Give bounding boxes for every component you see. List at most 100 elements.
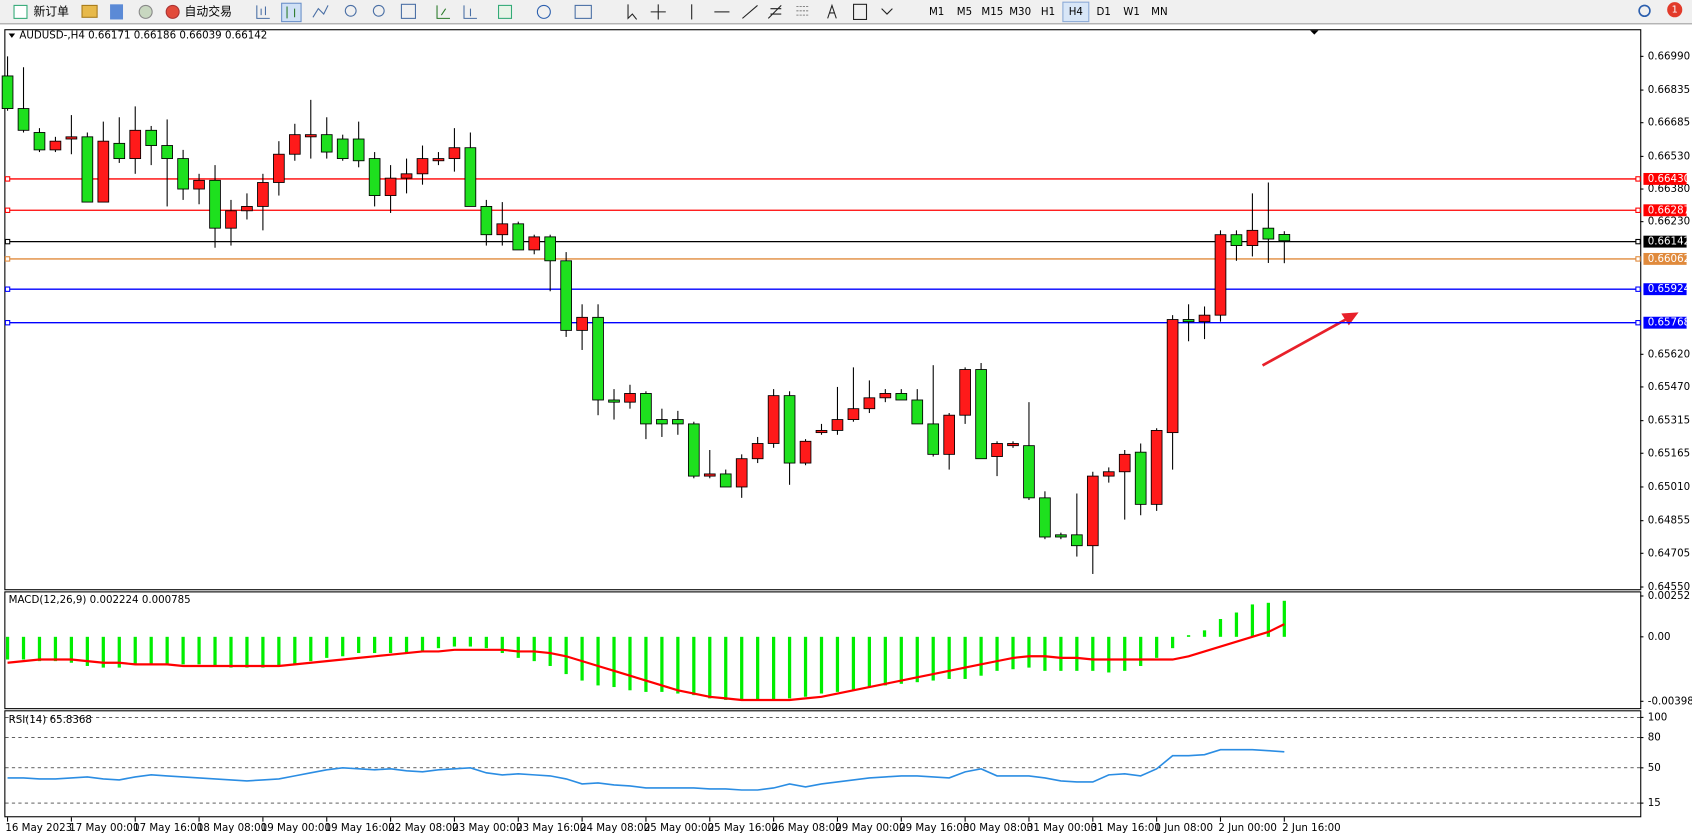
tool-icons [256, 2, 893, 23]
y-tick-label: -0.003981 [1648, 695, 1692, 707]
timeframe-button[interactable]: M30 [1009, 6, 1031, 18]
crosshair-icon[interactable] [650, 4, 666, 20]
active-timeframe [1062, 1, 1090, 23]
candle-body [304, 134, 317, 138]
macd-bar [1075, 636, 1079, 671]
candle-body [241, 205, 253, 212]
periods-icon[interactable] [536, 4, 551, 19]
timeframe-button[interactable]: M5 [957, 6, 972, 18]
level-handle [4, 176, 11, 182]
level-handle [4, 286, 11, 292]
level-label: 0.65924 [1648, 283, 1690, 295]
candle-body [592, 316, 604, 401]
candle-body [703, 473, 716, 477]
candle-body [1086, 475, 1099, 547]
candle-body [544, 236, 557, 262]
y-tick-label: 15 [1648, 797, 1661, 809]
timeframe-button[interactable]: H4 [1069, 6, 1083, 18]
macd-bar [692, 636, 696, 696]
macd-bar [1091, 636, 1095, 671]
new-order-button[interactable]: 新订单 [33, 4, 69, 18]
candle-body [1182, 319, 1195, 323]
candle-body [384, 177, 397, 196]
auto-trading-icon[interactable] [165, 4, 180, 19]
y-tick-label: 0.65315 [1648, 415, 1690, 427]
autoscroll-icon[interactable] [436, 5, 450, 19]
notification-badge[interactable] [1667, 2, 1683, 18]
text-icon[interactable] [827, 3, 837, 19]
candle-body [464, 147, 477, 207]
timeframe-button[interactable]: H1 [1041, 6, 1055, 18]
macd-bar [1027, 636, 1031, 668]
macd-bar [1170, 636, 1175, 649]
y-tick-label: 0.64550 [1648, 581, 1690, 593]
market-icon[interactable] [81, 4, 98, 18]
history-icon[interactable] [110, 4, 124, 20]
cursor-icon[interactable] [627, 4, 638, 20]
candle-body [129, 129, 142, 160]
zoom-in-icon[interactable] [344, 4, 357, 17]
candle-body [1055, 534, 1067, 538]
x-tick-label: 17 May 16:00 [133, 822, 203, 834]
fibo-icon[interactable] [796, 5, 810, 16]
x-tick-label: 2 Jun 16:00 [1282, 822, 1341, 834]
macd-bar [468, 636, 473, 647]
auto-trading-button[interactable]: 自动交易 [185, 4, 232, 18]
trendline-icon[interactable] [742, 4, 758, 19]
indicators-icon[interactable] [497, 4, 513, 19]
channel-icon[interactable] [767, 5, 782, 19]
candle-body [161, 145, 173, 160]
timeframe-button[interactable]: MN [1151, 6, 1168, 18]
level-label: 0.66062 [1648, 253, 1690, 265]
candle-body [783, 395, 796, 464]
macd-bar [596, 636, 600, 686]
macd-bar [420, 636, 425, 652]
label-icon[interactable] [853, 3, 868, 20]
search-icon[interactable] [1638, 4, 1651, 18]
x-tick-label: 19 May 16:00 [325, 822, 395, 834]
timeframe-button[interactable]: D1 [1096, 6, 1110, 18]
y-tick-label: 0.66380 [1648, 183, 1690, 195]
y-tick-label: 0.65470 [1648, 381, 1690, 393]
macd-bar [261, 636, 265, 668]
new-order-icon[interactable] [13, 4, 28, 19]
candle-body [943, 414, 955, 455]
close: 0.66142 [225, 30, 267, 42]
rsi-title: RSI(14) [9, 714, 47, 726]
candle-icon-active[interactable] [281, 2, 302, 23]
tile-icon[interactable] [400, 3, 416, 19]
level-label: 0.66430 [1648, 173, 1690, 185]
macd-bar [85, 636, 89, 666]
zoom-out-icon[interactable] [372, 4, 385, 17]
open: 0.66171 [88, 30, 130, 42]
timeframe-button[interactable]: M1 [929, 6, 944, 18]
timeframe-button[interactable]: M15 [981, 6, 1003, 18]
shapes-icon[interactable] [881, 8, 893, 15]
rsi-line [7, 748, 1285, 791]
y-tick-label: 80 [1648, 732, 1661, 744]
signals-icon[interactable] [138, 4, 153, 19]
macd-bar [819, 636, 824, 694]
candle-body [49, 140, 62, 151]
line-chart-icon[interactable] [312, 5, 329, 18]
x-tick-label: 1 Jun 08:00 [1154, 822, 1213, 834]
shift-icon[interactable] [463, 5, 477, 19]
macd-title: MACD(12,26,9) [9, 594, 87, 606]
timeframe-button[interactable]: W1 [1123, 6, 1140, 18]
symbol: AUDUSD-,H4 [19, 30, 84, 42]
bar-chart-icon[interactable] [256, 5, 270, 19]
templates-icon[interactable] [574, 4, 592, 19]
macd-bar [740, 636, 744, 701]
candle-body [225, 210, 237, 229]
macd-header: MACD(12,26,9) 0.002224 0.000785 [9, 594, 191, 606]
level-handle [1635, 238, 1641, 245]
candle-body [751, 443, 764, 460]
candle-icon[interactable] [286, 6, 296, 19]
candle-body [560, 260, 572, 331]
x-tick-label: 29 May 16:00 [899, 822, 969, 834]
macd-bar [117, 636, 121, 668]
candle-body [416, 158, 429, 175]
candle-body [991, 443, 1003, 457]
macd-bar [101, 636, 105, 668]
macd-bar [309, 636, 313, 662]
